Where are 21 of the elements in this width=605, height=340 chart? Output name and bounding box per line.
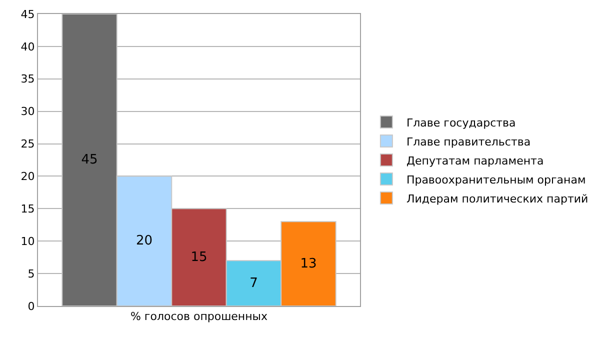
y-tick-label: 10 [20, 234, 35, 248]
y-tick-label: 15 [20, 202, 35, 216]
y-tick-label: 45 [20, 8, 35, 21]
data-label: 20 [136, 234, 153, 249]
x-tick-label: % голосов опрошенных [130, 310, 268, 324]
data-label: 13 [300, 256, 317, 272]
data-label: 15 [190, 250, 208, 265]
legend-label: Правоохранительным органам [406, 173, 586, 186]
y-tick-label: 35 [20, 72, 35, 86]
y-tick-label: 0 [28, 300, 35, 313]
y-tick-label: 20 [20, 170, 35, 184]
y-tick-label: 25 [20, 138, 35, 151]
legend-label: Главе государства [406, 116, 516, 130]
data-label: 7 [250, 276, 258, 291]
data-label: 45 [81, 152, 98, 168]
legend-label: Главе правительства [406, 135, 531, 148]
y-tick-label: 5 [28, 267, 35, 280]
y-tick-label: 40 [20, 40, 35, 54]
legend-label: Лидерам политических партий [406, 192, 588, 206]
legend-label: Депутатам парламента [406, 154, 544, 168]
y-tick-label: 30 [20, 105, 35, 118]
